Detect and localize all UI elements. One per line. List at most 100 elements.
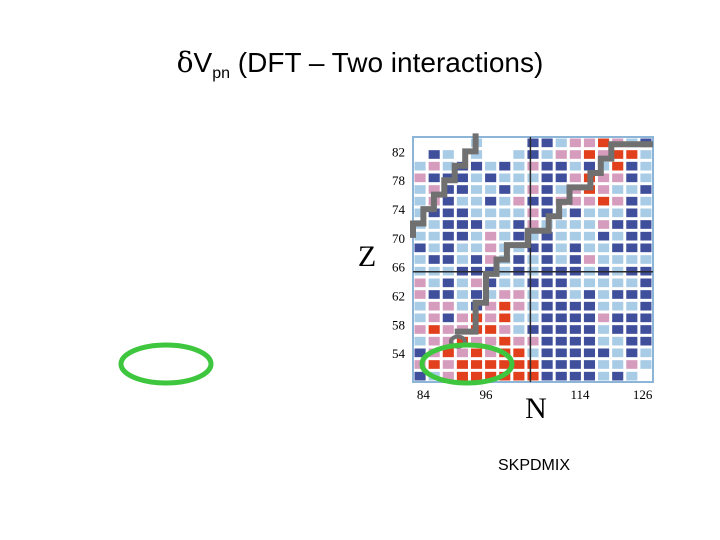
grid-cell bbox=[598, 243, 610, 253]
grid-cell bbox=[598, 150, 610, 159]
grid-cell bbox=[485, 313, 497, 323]
grid-cell bbox=[569, 208, 581, 218]
grid-cell bbox=[583, 301, 596, 311]
y-tick-labels: 82 78 74 70 66 62 58 54 bbox=[392, 144, 406, 361]
grid-cell bbox=[598, 173, 610, 183]
grid-cell bbox=[541, 161, 553, 171]
grid-cell bbox=[499, 290, 511, 299]
grid-cell bbox=[499, 161, 511, 171]
grid-cell bbox=[499, 185, 511, 194]
grid-cell bbox=[598, 208, 610, 218]
grid-cell bbox=[442, 185, 454, 194]
grid-cell bbox=[470, 185, 483, 194]
grid-cell bbox=[612, 220, 624, 229]
grid-cell bbox=[499, 278, 511, 288]
grid-cell bbox=[569, 325, 581, 334]
grid-cell bbox=[555, 325, 567, 334]
grid-cell bbox=[612, 173, 624, 183]
grid-cell bbox=[583, 360, 596, 369]
grid-cell bbox=[470, 243, 483, 253]
grid-cell bbox=[442, 255, 454, 264]
grid-cell bbox=[456, 371, 468, 381]
grid-cell bbox=[527, 243, 539, 253]
grid-cell bbox=[527, 336, 539, 346]
grid-cell bbox=[569, 231, 581, 241]
grid-cell bbox=[485, 196, 497, 206]
grid-cell bbox=[541, 278, 553, 288]
grid-cell bbox=[583, 371, 596, 381]
grid-cell bbox=[442, 243, 454, 253]
grid-cell bbox=[442, 325, 454, 334]
grid-cell bbox=[640, 173, 652, 183]
grid-cell bbox=[442, 360, 454, 369]
grid-cell bbox=[583, 138, 596, 148]
grid-cell bbox=[555, 371, 567, 381]
grid-cell bbox=[513, 336, 525, 346]
grid-cell bbox=[414, 255, 426, 264]
grid-cell bbox=[414, 325, 426, 334]
grid-cell bbox=[470, 173, 483, 183]
grid-cell bbox=[598, 313, 610, 323]
grid-cell bbox=[583, 313, 596, 323]
grid-cell bbox=[456, 313, 468, 323]
grid-cell bbox=[626, 290, 638, 299]
grid-cell bbox=[541, 371, 553, 381]
grid-cell bbox=[470, 348, 483, 358]
grid-cell bbox=[513, 220, 525, 229]
grid-cell bbox=[470, 290, 483, 299]
grid-cell bbox=[485, 360, 497, 369]
grid-cell bbox=[485, 185, 497, 194]
grid-cell bbox=[569, 255, 581, 264]
grid-cell bbox=[612, 371, 624, 381]
grid-cell bbox=[569, 173, 581, 183]
grid-cell bbox=[485, 220, 497, 229]
grid-cell bbox=[442, 371, 454, 381]
grid-cell bbox=[414, 336, 426, 346]
grid-cell bbox=[428, 173, 440, 183]
grid-cell bbox=[626, 220, 638, 229]
y-tick-label: 54 bbox=[392, 346, 406, 361]
grid-cell bbox=[541, 336, 553, 346]
grid-cell bbox=[470, 278, 483, 288]
grid-cell bbox=[612, 290, 624, 299]
grid-cell bbox=[640, 196, 652, 206]
grid-cell bbox=[541, 348, 553, 358]
grid-cell bbox=[555, 150, 567, 159]
grid-cell bbox=[612, 255, 624, 264]
grid-cell bbox=[640, 255, 652, 264]
grid-cell bbox=[583, 150, 596, 159]
grid-cell bbox=[640, 220, 652, 229]
grid-cell bbox=[640, 150, 652, 159]
title-rest: (DFT – Two interactions) bbox=[230, 47, 544, 78]
grid-cell bbox=[428, 301, 440, 311]
grid-cell bbox=[499, 220, 511, 229]
grid-cell bbox=[541, 196, 553, 206]
grid-cell bbox=[598, 348, 610, 358]
grid-cell bbox=[555, 231, 567, 241]
grid-cell bbox=[527, 231, 539, 241]
grid-cell bbox=[555, 161, 567, 171]
grid-cell bbox=[555, 290, 567, 299]
grid-cell bbox=[456, 173, 468, 183]
grid-cell bbox=[499, 208, 511, 218]
grid-cell bbox=[583, 196, 596, 206]
grid-cell bbox=[527, 255, 539, 264]
grid-cell bbox=[598, 325, 610, 334]
grid-cell bbox=[569, 278, 581, 288]
highlight-ellipse-left bbox=[118, 342, 214, 386]
grid-cell bbox=[541, 231, 553, 241]
grid-cell bbox=[583, 255, 596, 264]
grid-cell bbox=[485, 336, 497, 346]
grid-cell bbox=[485, 348, 497, 358]
grid-cell bbox=[598, 255, 610, 264]
grid-cell bbox=[428, 290, 440, 299]
grid-cell bbox=[428, 161, 440, 171]
grid-cell bbox=[428, 325, 440, 334]
grid-cell bbox=[626, 208, 638, 218]
grid-cell bbox=[414, 313, 426, 323]
grid-cell bbox=[513, 161, 525, 171]
grid-cell bbox=[527, 138, 539, 148]
grid-cell bbox=[583, 208, 596, 218]
grid-cell bbox=[569, 348, 581, 358]
grid-cell bbox=[626, 325, 638, 334]
